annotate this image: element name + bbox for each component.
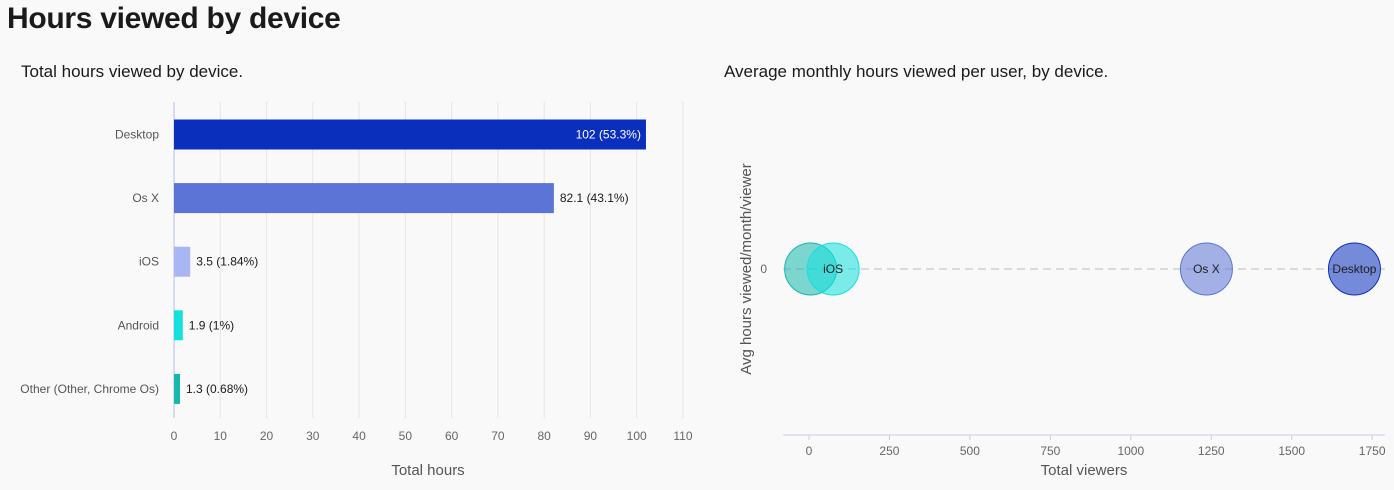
data-label: 1.3 (0.68%) bbox=[186, 382, 248, 396]
x-tick-label: 0 bbox=[806, 444, 813, 458]
bubble[interactable] bbox=[1327, 242, 1381, 296]
x-tick-label: 0 bbox=[171, 429, 178, 443]
data-label: 1.9 (1%) bbox=[189, 318, 234, 332]
x-tick-label: 30 bbox=[306, 429, 320, 443]
y-axis-title: Avg hours viewed/month/viewer bbox=[738, 163, 755, 375]
x-tick-label: 40 bbox=[352, 429, 366, 443]
x-tick-label: 1500 bbox=[1278, 444, 1305, 458]
bubble-label: iOS bbox=[823, 262, 843, 276]
category-label: Android bbox=[118, 318, 159, 332]
bubble-label: Desktop bbox=[1332, 262, 1376, 276]
bubble-chart: 0 250 500 750 1000 1250 1500 1750 0 iOS Os X Deskto… bbox=[738, 163, 1386, 479]
bubble[interactable] bbox=[806, 242, 860, 296]
x-tick-label: 250 bbox=[879, 444, 899, 458]
x-tick-label: 750 bbox=[1040, 444, 1060, 458]
bubble-chart-title: Average monthly hours viewed per user, b… bbox=[724, 62, 1109, 81]
data-label: 3.5 (1.84%) bbox=[196, 255, 258, 269]
category-label: iOS bbox=[139, 255, 159, 269]
x-tick-label: 500 bbox=[960, 444, 980, 458]
x-tick-label: 80 bbox=[537, 429, 551, 443]
bar[interactable] bbox=[174, 119, 646, 150]
x-axis-title: Total viewers bbox=[1041, 462, 1128, 479]
bubble-label: Os X bbox=[1193, 262, 1220, 276]
category-label: Other (Other, Chrome Os) bbox=[20, 382, 159, 396]
x-axis-title: Total hours bbox=[391, 462, 464, 479]
bar[interactable] bbox=[174, 246, 191, 277]
bar[interactable] bbox=[174, 310, 183, 341]
x-tick-label: 50 bbox=[399, 429, 413, 443]
x-tick-label: 1000 bbox=[1117, 444, 1144, 458]
x-tick-label: 100 bbox=[627, 429, 647, 443]
x-tick-label: 1250 bbox=[1198, 444, 1225, 458]
bar-chart-title: Total hours viewed by device. bbox=[21, 62, 244, 81]
x-tick-label: 60 bbox=[445, 429, 459, 443]
x-tick-label: 20 bbox=[260, 429, 274, 443]
data-label: 82.1 (43.1%) bbox=[560, 191, 629, 205]
x-tick-label: 10 bbox=[214, 429, 228, 443]
x-tick-label: 1750 bbox=[1359, 444, 1386, 458]
category-label: Desktop bbox=[115, 128, 159, 142]
x-tick-label: 110 bbox=[673, 429, 692, 443]
bar[interactable] bbox=[174, 373, 181, 404]
bar[interactable] bbox=[174, 183, 554, 214]
data-label: 102 (53.3%) bbox=[576, 128, 641, 142]
bar-chart: 0 10 20 30 40 50 60 70 80 90 100 110 Desktop 102 (53.… bbox=[20, 102, 693, 479]
x-tick-label: 90 bbox=[584, 429, 598, 443]
bubble[interactable] bbox=[1179, 242, 1233, 296]
category-label: Os X bbox=[132, 191, 159, 205]
page-title: Hours viewed by device bbox=[7, 2, 341, 35]
y-tick-label: 0 bbox=[760, 262, 767, 276]
x-tick-label: 70 bbox=[491, 429, 505, 443]
